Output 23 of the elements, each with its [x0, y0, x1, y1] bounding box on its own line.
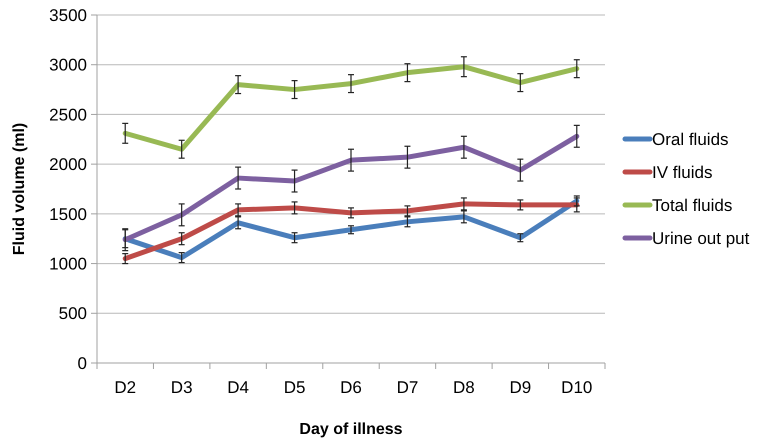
- y-tick-label: 1000: [49, 254, 87, 274]
- y-tick-label: 500: [58, 304, 87, 324]
- legend-label: Total fluids: [652, 196, 732, 215]
- x-tick-label: D10: [561, 378, 592, 397]
- y-tick-label: 2000: [49, 155, 87, 174]
- x-tick-label: D3: [170, 378, 193, 397]
- x-tick-label: D4: [227, 378, 249, 397]
- x-tick-label: D7: [396, 378, 418, 397]
- legend-label: IV fluids: [652, 162, 712, 182]
- y-tick-label: 1500: [49, 204, 87, 224]
- y-tick-label: 3000: [49, 56, 87, 75]
- x-axis-title: Day of illness: [299, 421, 403, 438]
- y-tick-label: 0: [78, 354, 87, 373]
- y-axis-title: Fluid volume (ml): [11, 122, 28, 256]
- x-tick-label: D5: [284, 378, 306, 397]
- legend-label: Oral fluids: [652, 130, 729, 149]
- x-tick-label: D8: [453, 378, 475, 397]
- y-tick-label: 3500: [49, 6, 87, 25]
- x-tick-label: D9: [509, 378, 532, 397]
- x-tick-label: D2: [114, 378, 136, 397]
- y-tick-label: 2500: [49, 105, 87, 124]
- legend-label: Urine out put: [652, 228, 750, 248]
- x-tick-label: D6: [340, 378, 362, 397]
